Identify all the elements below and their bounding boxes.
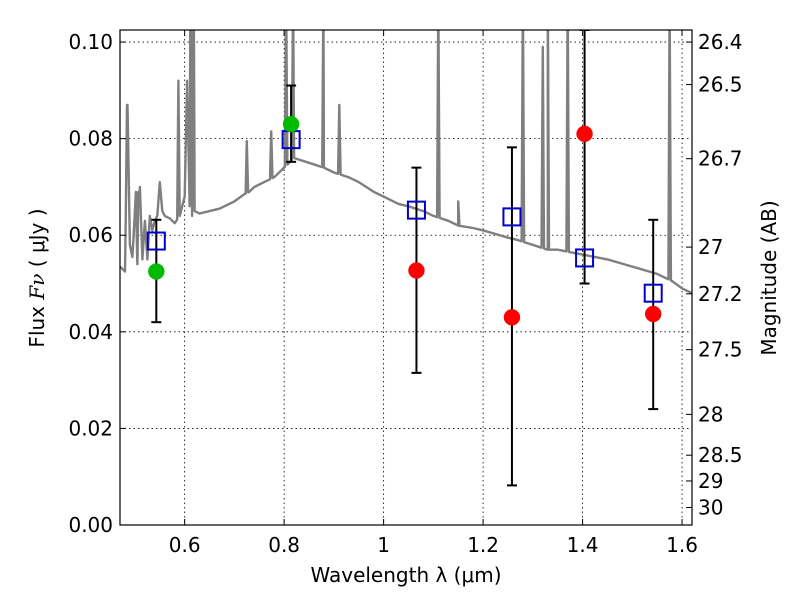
x-tick-label: 1 — [377, 533, 390, 557]
mag-tick-label: 26.5 — [698, 73, 743, 97]
y-tick-label: 0.06 — [68, 223, 113, 247]
y-axis-label: Flux Fν ( μJy ) — [25, 208, 49, 347]
y-axis-label-symbol: Fν — [25, 274, 49, 301]
model-photometry-point — [146, 231, 166, 251]
model-photometry-point — [406, 200, 426, 220]
y-tick-label: 0.02 — [68, 416, 113, 440]
axis-ticks: 0.6 0.8 1 1.2 1.4 1.6 0.00 0.02 0.04 0.06 0.08 0.10… — [68, 30, 743, 557]
y-tick-label: 0.10 — [68, 30, 113, 54]
model-photometry-point — [575, 248, 595, 268]
y-axis-label-prefix: Flux — [25, 300, 49, 348]
mag-tick-label: 29 — [698, 469, 723, 493]
mag-tick-label: 27 — [698, 235, 723, 259]
spectrum-layer — [120, 30, 692, 295]
x-tick-label: 1.6 — [666, 533, 698, 557]
mag-tick-label: 26.4 — [698, 30, 743, 54]
plot-area — [120, 30, 692, 525]
plot-frame — [119, 29, 693, 526]
y2-axis-label: Magnitude (AB) — [757, 200, 781, 355]
mag-tick-label: 30 — [698, 495, 723, 519]
mag-tick-label: 27.2 — [698, 282, 743, 306]
marker-layer — [146, 115, 663, 326]
y-axis-label-suffix: ( μJy ) — [25, 208, 49, 273]
observed-flux-point — [282, 115, 300, 133]
x-axis-label: Wavelength λ (μm) — [310, 563, 501, 587]
x-tick-label: 0.6 — [169, 533, 201, 557]
x-tick-label: 0.8 — [268, 533, 300, 557]
y-tick-label: 0.00 — [68, 513, 113, 537]
spectrum-line — [120, 30, 692, 295]
mag-tick-label: 27.5 — [698, 338, 743, 362]
x-tick-label: 1.2 — [467, 533, 499, 557]
model-photometry-point — [643, 283, 663, 303]
mag-tick-label: 28 — [698, 402, 723, 426]
y-tick-label: 0.04 — [68, 320, 113, 344]
observed-flux-point — [408, 262, 425, 279]
observed-flux-point — [503, 309, 521, 326]
x-tick-label: 1.4 — [567, 533, 599, 557]
y-tick-label: 0.08 — [68, 127, 113, 151]
mag-tick-label: 28.5 — [698, 443, 743, 467]
observed-flux-point — [148, 263, 165, 280]
observed-flux-point — [576, 125, 593, 143]
model-photometry-point — [502, 207, 522, 227]
mag-tick-label: 26.7 — [698, 147, 743, 171]
observed-flux-point — [644, 305, 662, 323]
